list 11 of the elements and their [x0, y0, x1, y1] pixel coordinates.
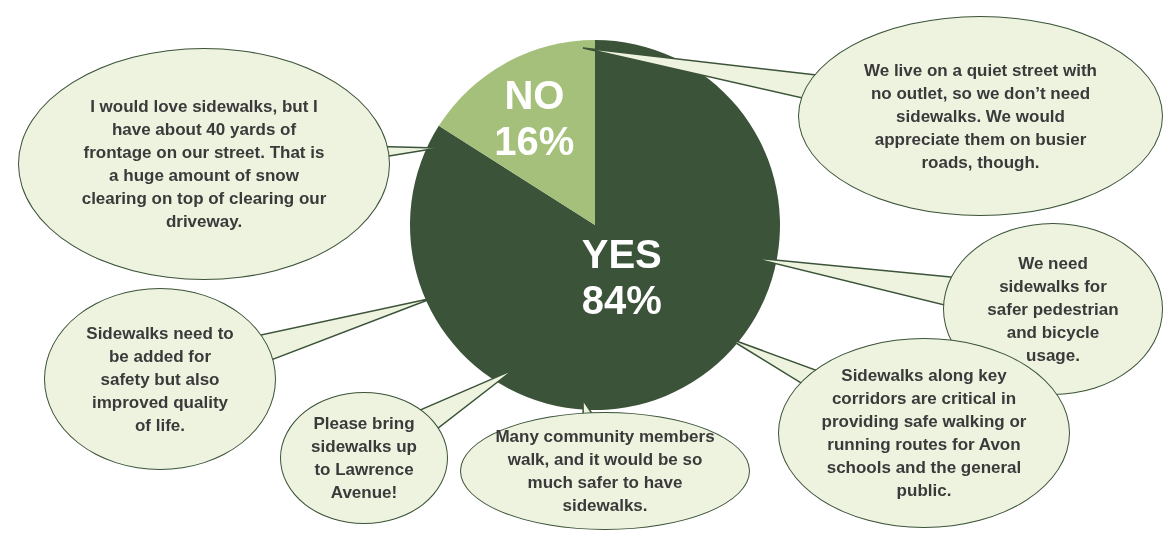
text: Sidewalks need to be added for safety but also improved quality of life. — [85, 322, 235, 437]
text: We need sidewalks for safer pedestrian and bicycle usage. — [986, 252, 1120, 367]
text: Many community members walk, and it would be so much safer to have sidewalks. — [494, 426, 716, 517]
text: Please bring sidewalks up to Lawrence Avenue! — [310, 413, 418, 504]
slice-label: YES — [581, 231, 662, 276]
text: We live on a quiet street with no outlet, so we don’t need sidewalks. We would appreciate them on busier roads, though. — [863, 59, 1098, 174]
text: I would love sidewalks, but I have about 40 yards of frontage on our street. That is a huge amount of snow clearing on top of clearing our driveway. — [80, 96, 328, 233]
data-label: 16% — [494, 118, 575, 163]
slice-label: NO — [504, 72, 565, 117]
data-label: 84% — [581, 277, 662, 322]
text: Sidewalks along key corridors are critical in providing safe walking or running routes for Avon schools and the general public. — [820, 365, 1028, 502]
